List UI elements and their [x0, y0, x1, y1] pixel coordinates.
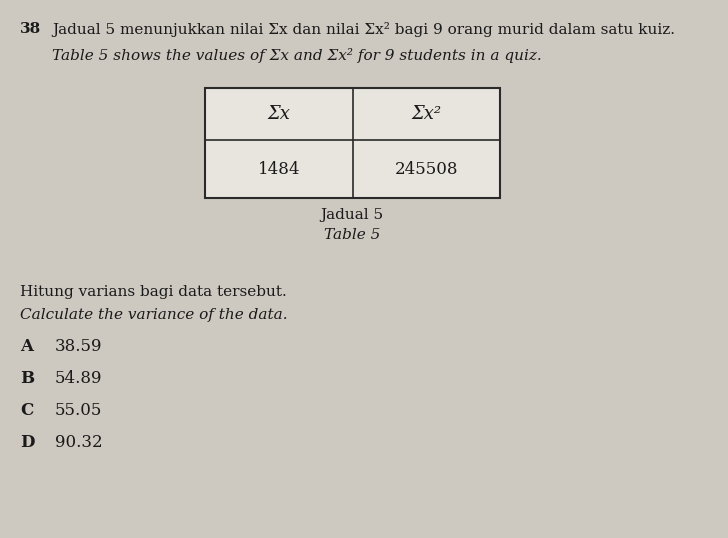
Text: 54.89: 54.89	[55, 370, 103, 387]
Text: Calculate the variance of the data.: Calculate the variance of the data.	[20, 308, 288, 322]
Text: 38.59: 38.59	[55, 338, 103, 355]
Text: 38: 38	[20, 22, 41, 36]
Text: Hitung varians bagi data tersebut.: Hitung varians bagi data tersebut.	[20, 285, 287, 299]
Text: Table 5: Table 5	[324, 228, 380, 242]
Text: 1484: 1484	[258, 160, 300, 178]
Text: Σx²: Σx²	[411, 105, 441, 123]
Text: Σx: Σx	[267, 105, 290, 123]
Text: Jadual 5: Jadual 5	[320, 208, 384, 222]
Text: Table 5 shows the values of Σx and Σx² for 9 students in a quiz.: Table 5 shows the values of Σx and Σx² f…	[52, 48, 542, 63]
Text: D: D	[20, 434, 34, 451]
Text: B: B	[20, 370, 34, 387]
Text: 55.05: 55.05	[55, 402, 103, 419]
Text: Jadual 5 menunjukkan nilai Σx dan nilai Σx² bagi 9 orang murid dalam satu kuiz.: Jadual 5 menunjukkan nilai Σx dan nilai …	[52, 22, 675, 37]
Text: C: C	[20, 402, 33, 419]
Text: 245508: 245508	[395, 160, 458, 178]
Text: 90.32: 90.32	[55, 434, 103, 451]
Text: A: A	[20, 338, 33, 355]
Bar	[205, 88, 500, 198]
